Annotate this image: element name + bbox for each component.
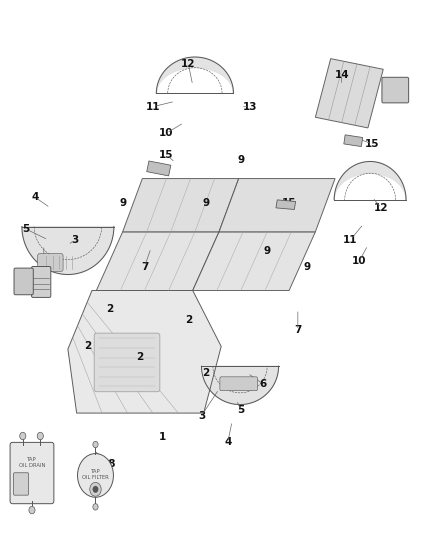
Polygon shape bbox=[22, 227, 114, 274]
Text: 11: 11 bbox=[343, 235, 358, 245]
Text: 3: 3 bbox=[198, 411, 205, 421]
Polygon shape bbox=[201, 366, 279, 405]
Text: 9: 9 bbox=[303, 262, 310, 271]
Text: 12: 12 bbox=[374, 203, 389, 213]
Text: 9: 9 bbox=[119, 198, 126, 207]
Text: 1: 1 bbox=[159, 432, 166, 442]
Text: 5: 5 bbox=[237, 406, 244, 415]
Text: 11: 11 bbox=[146, 102, 161, 111]
Text: 2: 2 bbox=[185, 315, 192, 325]
Text: 9: 9 bbox=[159, 166, 166, 175]
Text: 5: 5 bbox=[23, 224, 30, 234]
Text: 2: 2 bbox=[202, 368, 209, 378]
Text: 17: 17 bbox=[19, 278, 34, 287]
Text: 10: 10 bbox=[159, 128, 174, 138]
Circle shape bbox=[37, 432, 43, 440]
Text: 14: 14 bbox=[334, 70, 349, 79]
FancyBboxPatch shape bbox=[220, 377, 258, 391]
Text: 2: 2 bbox=[137, 352, 144, 362]
Polygon shape bbox=[156, 57, 233, 93]
Text: 9: 9 bbox=[237, 155, 244, 165]
Circle shape bbox=[29, 506, 35, 514]
Ellipse shape bbox=[78, 454, 113, 497]
Polygon shape bbox=[344, 135, 363, 147]
Text: 16: 16 bbox=[36, 278, 51, 287]
Text: 2: 2 bbox=[84, 342, 91, 351]
Text: 7: 7 bbox=[294, 326, 301, 335]
Circle shape bbox=[20, 432, 26, 440]
FancyBboxPatch shape bbox=[38, 254, 63, 271]
Polygon shape bbox=[276, 200, 296, 209]
Polygon shape bbox=[219, 179, 335, 232]
FancyBboxPatch shape bbox=[10, 442, 54, 504]
Text: 15: 15 bbox=[365, 139, 380, 149]
FancyBboxPatch shape bbox=[14, 268, 33, 295]
Text: 12: 12 bbox=[181, 59, 196, 69]
Circle shape bbox=[93, 486, 98, 492]
FancyBboxPatch shape bbox=[382, 77, 409, 103]
Polygon shape bbox=[68, 290, 221, 413]
Text: 4: 4 bbox=[32, 192, 39, 202]
Text: TAP: TAP bbox=[91, 469, 100, 474]
Polygon shape bbox=[334, 161, 406, 200]
Text: 6: 6 bbox=[40, 256, 47, 266]
Text: TAP: TAP bbox=[27, 457, 37, 462]
Text: 10: 10 bbox=[352, 256, 367, 266]
FancyBboxPatch shape bbox=[94, 333, 160, 392]
Text: 9: 9 bbox=[202, 198, 209, 207]
Text: OIL DRAIN: OIL DRAIN bbox=[19, 463, 45, 469]
Polygon shape bbox=[96, 232, 219, 290]
Text: 3: 3 bbox=[71, 235, 78, 245]
Polygon shape bbox=[193, 232, 315, 290]
Text: OIL FILTER: OIL FILTER bbox=[82, 474, 109, 480]
Text: 4: 4 bbox=[224, 438, 231, 447]
Text: 15: 15 bbox=[282, 198, 297, 207]
Text: 15: 15 bbox=[159, 150, 174, 159]
Polygon shape bbox=[315, 59, 383, 128]
Text: 7: 7 bbox=[141, 262, 148, 271]
Polygon shape bbox=[123, 179, 239, 232]
Text: 18: 18 bbox=[102, 459, 117, 469]
Text: 9: 9 bbox=[264, 246, 271, 255]
Circle shape bbox=[90, 482, 101, 496]
Text: 19: 19 bbox=[32, 459, 46, 469]
Circle shape bbox=[93, 504, 98, 510]
Circle shape bbox=[93, 441, 98, 448]
FancyBboxPatch shape bbox=[32, 266, 51, 297]
Polygon shape bbox=[147, 161, 171, 176]
Text: 6: 6 bbox=[259, 379, 266, 389]
FancyBboxPatch shape bbox=[14, 473, 28, 495]
Text: 13: 13 bbox=[242, 102, 257, 111]
Text: 2: 2 bbox=[106, 304, 113, 314]
